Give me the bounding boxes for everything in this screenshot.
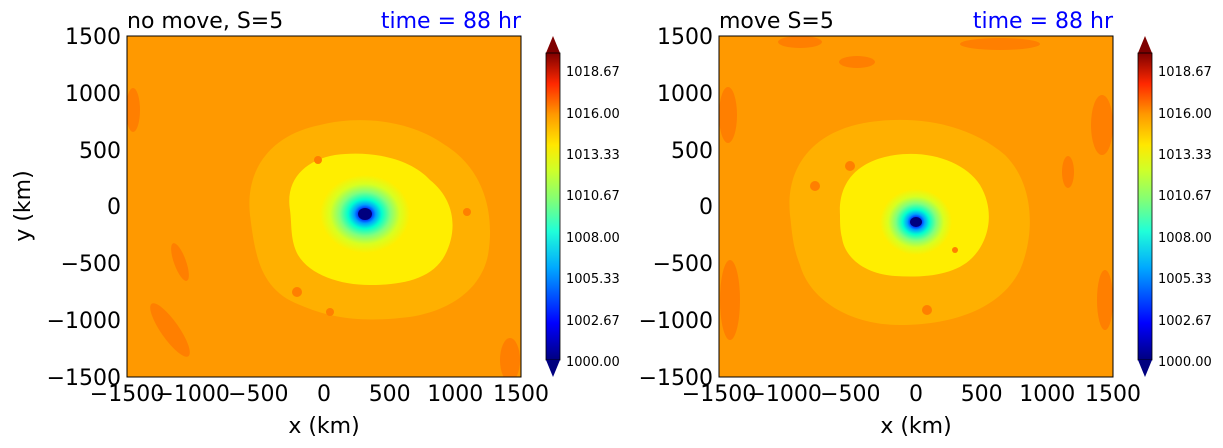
contour-patch bbox=[127, 88, 140, 132]
panel-left-title: no move, S=5 bbox=[127, 9, 283, 34]
panel-right-field bbox=[719, 36, 1113, 377]
x-tick-label: −1500 bbox=[682, 382, 756, 407]
x-tick-label: 0 bbox=[909, 382, 923, 407]
panel-left-field bbox=[127, 36, 521, 377]
colorbar-tick: 1018.67 bbox=[566, 65, 620, 80]
colorbar-bar bbox=[1137, 52, 1153, 361]
contour-patch bbox=[150, 303, 190, 357]
panel-right-yticks: 1500 1000 500 0 −500 −1000 −1500 bbox=[639, 25, 713, 391]
y-tick-label: 1500 bbox=[65, 25, 121, 50]
x-tick-label: 1000 bbox=[1019, 382, 1075, 407]
x-tick-label: 500 bbox=[369, 382, 411, 407]
panel-right-frame bbox=[718, 35, 1114, 378]
colorbar-tick: 1000.00 bbox=[566, 355, 620, 370]
colorbar-extend-min bbox=[1138, 360, 1152, 377]
contour-patch bbox=[463, 208, 471, 216]
x-axis-label: x (km) bbox=[880, 414, 951, 439]
contour-patch bbox=[845, 161, 855, 171]
y-tick-label: −500 bbox=[653, 252, 713, 277]
colorbar-extend-max bbox=[546, 36, 560, 53]
colorbar-tick: 1002.67 bbox=[1158, 314, 1212, 329]
panel-right-time: time = 88 hr bbox=[973, 9, 1114, 34]
panel-left-xticks: −1500 −1000 −500 0 500 1000 1500 bbox=[90, 382, 549, 407]
y-tick-label: −1000 bbox=[47, 309, 121, 334]
colorbar-extend-min bbox=[546, 360, 560, 377]
y-tick-label: −1000 bbox=[639, 309, 713, 334]
y-tick-label: 500 bbox=[671, 139, 713, 164]
contour-patch bbox=[810, 181, 820, 191]
colorbar-tick: 1016.00 bbox=[566, 107, 620, 122]
colorbar-tick: 1010.67 bbox=[1158, 189, 1212, 204]
contour-patch bbox=[922, 305, 932, 315]
contour-patch bbox=[171, 243, 189, 281]
colorbar-tick: 1010.67 bbox=[566, 189, 620, 204]
y-axis-label: y (km) bbox=[11, 170, 36, 241]
colorbar-tick: 1013.33 bbox=[1158, 148, 1212, 163]
y-tick-label: 1500 bbox=[657, 25, 713, 50]
contour-patch bbox=[326, 308, 334, 316]
y-tick-label: 1000 bbox=[65, 82, 121, 107]
x-tick-label: 1500 bbox=[493, 382, 549, 407]
x-tick-label: 0 bbox=[317, 382, 331, 407]
x-tick-label: −1500 bbox=[90, 382, 164, 407]
colorbar-tick: 1016.00 bbox=[1158, 107, 1212, 122]
colorbar-tick: 1008.00 bbox=[566, 231, 620, 246]
cyclone-center bbox=[910, 217, 922, 227]
contour-patch bbox=[778, 36, 822, 48]
contour-patch bbox=[292, 287, 302, 297]
y-tick-label: −1500 bbox=[47, 366, 121, 391]
y-tick-label: −500 bbox=[61, 252, 121, 277]
contour-patch bbox=[960, 38, 1040, 50]
contour-patch bbox=[500, 338, 520, 377]
x-axis-label: x (km) bbox=[288, 414, 359, 439]
x-tick-label: −1000 bbox=[747, 382, 821, 407]
colorbar-extend-max bbox=[1138, 36, 1152, 53]
panel-right: move S=5 time = 88 hr −1500 − bbox=[639, 9, 1212, 439]
contour-patch bbox=[1097, 270, 1113, 330]
contour-patch bbox=[719, 87, 737, 143]
y-tick-label: 0 bbox=[107, 195, 121, 220]
x-tick-label: −500 bbox=[820, 382, 880, 407]
panel-left-frame bbox=[126, 35, 522, 378]
panel-left-yticks: 1500 1000 500 0 −500 −1000 −1500 bbox=[47, 25, 121, 391]
x-tick-label: −1000 bbox=[155, 382, 229, 407]
colorbar-tick: 1002.67 bbox=[566, 314, 620, 329]
y-tick-label: 500 bbox=[79, 139, 121, 164]
y-tick-label: −1500 bbox=[639, 366, 713, 391]
colorbar-tick: 1005.33 bbox=[1158, 272, 1212, 287]
contour-patch bbox=[1062, 156, 1074, 188]
colorbar-bar bbox=[545, 52, 561, 361]
x-tick-label: 1500 bbox=[1085, 382, 1141, 407]
colorbar-tick: 1000.00 bbox=[1158, 355, 1212, 370]
contour-patch bbox=[839, 56, 875, 68]
y-tick-label: 1000 bbox=[657, 82, 713, 107]
colorbar-tick: 1018.67 bbox=[1158, 65, 1212, 80]
contour-patch bbox=[314, 156, 322, 164]
contour-patch bbox=[952, 247, 958, 253]
colorbar-tick: 1005.33 bbox=[566, 272, 620, 287]
colorbar-right: 1018.67 1016.00 1013.33 1010.67 1008.00 … bbox=[1137, 36, 1212, 377]
panel-right-xticks: −1500 −1000 −500 0 500 1000 1500 bbox=[682, 382, 1141, 407]
contour-patch bbox=[720, 260, 740, 340]
x-tick-label: 1000 bbox=[427, 382, 483, 407]
y-tick-label: 0 bbox=[699, 195, 713, 220]
x-tick-label: 500 bbox=[961, 382, 1003, 407]
cyclone-center bbox=[358, 208, 372, 220]
panel-right-title: move S=5 bbox=[719, 9, 834, 34]
x-tick-label: −500 bbox=[228, 382, 288, 407]
panel-left: no move, S=5 time = 88 hr −1500 −100 bbox=[11, 9, 620, 439]
panel-left-time: time = 88 hr bbox=[381, 9, 522, 34]
colorbar-tick: 1008.00 bbox=[1158, 231, 1212, 246]
contour-patch bbox=[1091, 95, 1113, 155]
colorbar-tick: 1013.33 bbox=[566, 148, 620, 163]
colorbar-left: 1018.67 1016.00 1013.33 1010.67 1008.00 … bbox=[545, 36, 620, 377]
